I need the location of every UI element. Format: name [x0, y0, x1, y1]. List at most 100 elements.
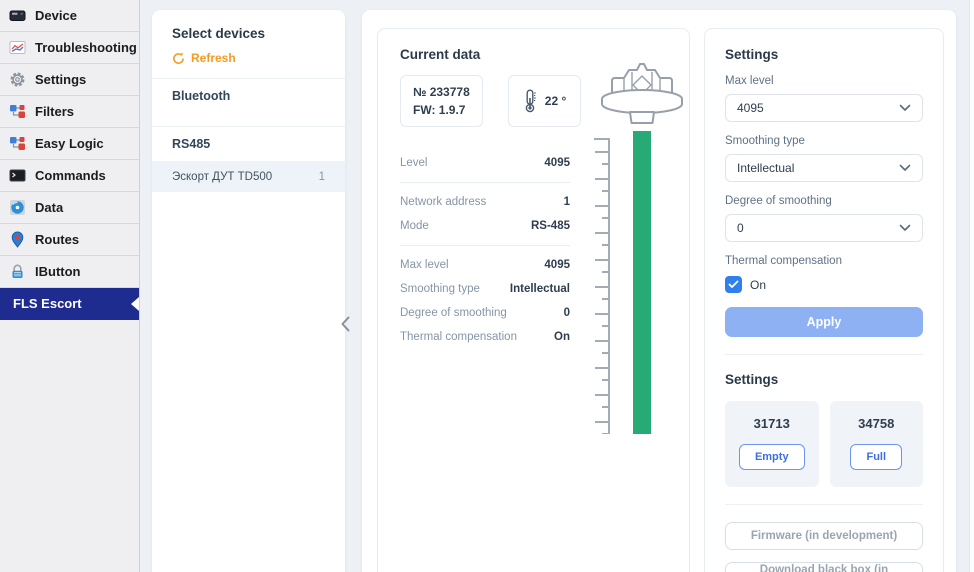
- row-label: Network address: [400, 196, 487, 208]
- firmware-version: FW: 1.9.7: [413, 103, 466, 117]
- sidebar-item-label: Easy Logic: [35, 136, 104, 151]
- sidebar-item-label: Routes: [35, 232, 80, 247]
- row-value: 4095: [544, 259, 570, 271]
- full-button[interactable]: Full: [850, 444, 903, 470]
- sidebar-item-label: Troubleshooting: [35, 40, 137, 55]
- flow-nodes-icon: [9, 135, 26, 152]
- row-label: Mode: [400, 220, 429, 232]
- row-value: On: [554, 331, 570, 343]
- sidebar-item-label: Data: [35, 200, 64, 215]
- sidebar-item-data[interactable]: Data: [0, 192, 139, 224]
- sidebar-item-easy-logic[interactable]: Easy Logic: [0, 128, 139, 160]
- current-data-panel: Current data № 233778 FW: 1.9.7 22 ° Lev…: [377, 28, 690, 572]
- row-label: Degree of smoothing: [400, 307, 507, 319]
- sidebar-item-label: Device: [35, 8, 77, 23]
- full-calibration-box: 34758 Full: [829, 401, 923, 487]
- flow-nodes-icon: [9, 103, 26, 120]
- fuel-sensor-illustration: [586, 59, 689, 471]
- select-devices-panel: Select devices Refresh Bluetooth RS485 Э…: [152, 10, 345, 572]
- refresh-button[interactable]: Refresh: [172, 51, 325, 65]
- device-count-badge: 1: [318, 170, 325, 183]
- smoothing-type-value: Intellectual: [737, 161, 795, 175]
- lock-icon: [9, 263, 26, 280]
- group-label: RS485: [172, 137, 211, 151]
- sidebar-item-ibutton[interactable]: IButton: [0, 256, 139, 288]
- row-label: Level: [400, 157, 428, 169]
- degree-of-smoothing-select[interactable]: 0: [725, 214, 923, 242]
- row-value: Intellectual: [509, 283, 570, 295]
- divider: [725, 354, 923, 355]
- sidebar-item-device[interactable]: Device: [0, 0, 139, 32]
- sidebar-item-label: FLS Escort: [13, 296, 82, 311]
- sidebar-item-fls-escort[interactable]: FLS Escort: [0, 288, 139, 320]
- settings-title: Settings: [725, 47, 779, 62]
- refresh-icon: [172, 52, 185, 65]
- fls-escort-main-panel: Current data № 233778 FW: 1.9.7 22 ° Lev…: [362, 10, 956, 572]
- max-level-label: Max level: [725, 75, 774, 87]
- checkbox-checked-icon: [725, 276, 742, 293]
- row-label: Thermal compensation: [400, 331, 517, 343]
- device-list-item-selected[interactable]: Эскорт ДУТ TD500 1: [152, 161, 345, 192]
- divider: [725, 504, 923, 505]
- level-ruler: [594, 138, 610, 434]
- device-group-rs485[interactable]: RS485: [152, 127, 345, 161]
- degree-of-smoothing-label: Degree of smoothing: [725, 195, 832, 207]
- sidebar-item-commands[interactable]: Commands: [0, 160, 139, 192]
- chevron-down-icon: [899, 224, 911, 231]
- temperature-box: 22 °: [507, 75, 582, 127]
- sidebar-item-routes[interactable]: Routes: [0, 224, 139, 256]
- full-value: 34758: [858, 416, 895, 431]
- row-value: 4095: [544, 157, 570, 169]
- degree-of-smoothing-value: 0: [737, 221, 744, 235]
- thermometer-icon: [523, 89, 537, 113]
- sensor-head-icon: [596, 59, 688, 138]
- terminal-icon: [9, 167, 26, 184]
- group-label: Bluetooth: [172, 89, 231, 103]
- smoothing-type-label: Smoothing type: [725, 135, 805, 147]
- gear-icon: [9, 71, 26, 88]
- download-black-box-button[interactable]: Download black box (in development): [725, 562, 923, 572]
- chevron-down-icon: [899, 104, 911, 111]
- thermal-compensation-checkbox[interactable]: On: [725, 276, 923, 293]
- sensor-rod: [633, 131, 651, 434]
- current-data-title: Current data: [400, 47, 481, 62]
- device-number: № 233778: [413, 85, 470, 99]
- chevron-left-icon: [341, 316, 349, 332]
- smoothing-type-select[interactable]: Intellectual: [725, 154, 923, 182]
- data-row-smoothing-type: Smoothing type Intellectual: [400, 277, 570, 301]
- refresh-label: Refresh: [191, 51, 236, 65]
- max-level-value: 4095: [737, 101, 764, 115]
- thermal-compensation-label: Thermal compensation: [725, 255, 842, 267]
- device-name: Эскорт ДУТ TD500: [172, 170, 273, 183]
- sidebar-item-label: Filters: [35, 104, 75, 119]
- sidebar-item-settings[interactable]: Settings: [0, 64, 139, 96]
- divider: [152, 78, 345, 79]
- max-level-select[interactable]: 4095: [725, 94, 923, 122]
- apply-button[interactable]: Apply: [725, 307, 923, 337]
- data-row-max-level: Max level 4095: [400, 253, 570, 277]
- window-edge: [970, 0, 974, 572]
- settings-panel: Settings Max level 4095 Smoothing type I…: [704, 28, 944, 572]
- firmware-button[interactable]: Firmware (in development): [725, 522, 923, 550]
- row-value: 0: [563, 307, 570, 319]
- chevron-down-icon: [899, 164, 911, 171]
- collapse-panel-button[interactable]: [337, 312, 353, 336]
- row-label: Smoothing type: [400, 283, 480, 295]
- line-chart-icon: [9, 39, 26, 56]
- sidebar-item-troubleshooting[interactable]: Troubleshooting: [0, 32, 139, 64]
- row-value: 1: [563, 196, 570, 208]
- temperature-value: 22 °: [544, 94, 567, 108]
- sidebar-item-label: Settings: [35, 72, 87, 87]
- sidebar-item-label: IButton: [35, 264, 81, 279]
- device-group-bluetooth[interactable]: Bluetooth: [152, 79, 345, 113]
- divider: [152, 126, 345, 127]
- row-value: RS-485: [531, 220, 570, 232]
- calibration-title: Settings: [725, 372, 779, 387]
- window-edge-line: [969, 0, 970, 572]
- device-id-box: № 233778 FW: 1.9.7: [400, 75, 483, 127]
- divider: [400, 245, 570, 246]
- row-label: Max level: [400, 259, 449, 271]
- map-pin-icon: [9, 231, 26, 248]
- empty-button[interactable]: Empty: [738, 444, 805, 470]
- sidebar-item-filters[interactable]: Filters: [0, 96, 139, 128]
